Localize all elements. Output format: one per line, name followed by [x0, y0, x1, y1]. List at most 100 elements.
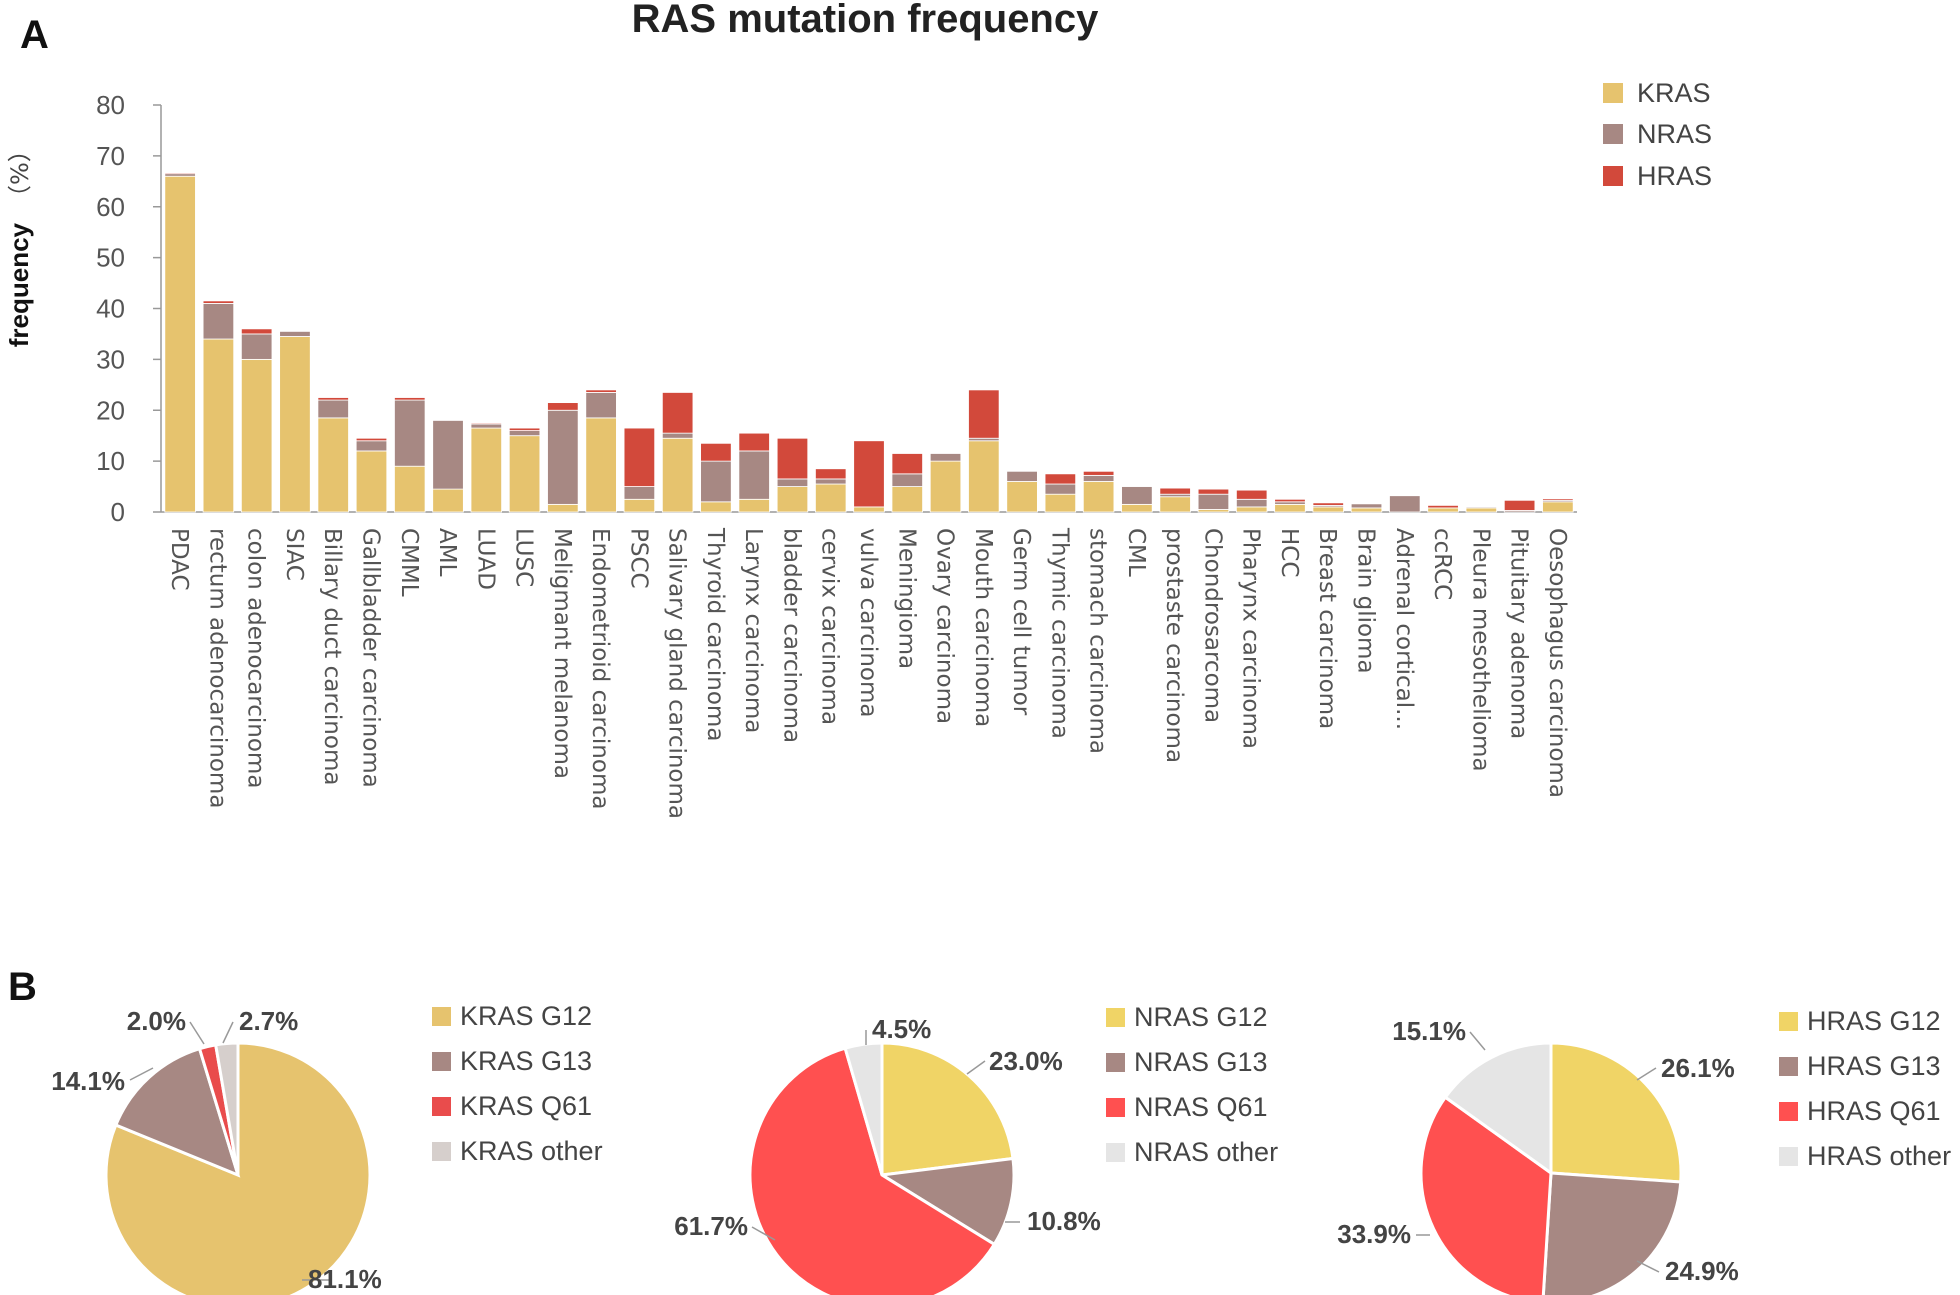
pie-legend-label: NRAS other — [1134, 1137, 1278, 1167]
bar-segment-hras — [508, 427, 541, 431]
legend-swatch-kras — [1603, 83, 1623, 103]
bar-segment-kras — [815, 483, 847, 513]
bar-segment-nras — [279, 330, 311, 337]
x-tick-label: LUSC — [511, 528, 537, 587]
bar-segment-kras — [355, 450, 388, 513]
x-tick-label: Thymic carcinoma — [1046, 527, 1072, 739]
bar-segment-kras — [1159, 496, 1191, 513]
pie-value-label: 2.0% — [127, 1006, 186, 1036]
x-tick-label: Brain glioma — [1353, 528, 1379, 674]
pie-leader-line — [222, 1021, 234, 1044]
bar-segment-nras — [891, 473, 923, 487]
bar-segment-hras — [1274, 498, 1306, 503]
x-tick-label: Breast carcinoma — [1314, 528, 1340, 729]
bar-segment-kras — [1274, 503, 1306, 513]
bar-segment-kras — [1235, 506, 1268, 513]
bar-segment-kras — [929, 460, 962, 513]
x-tick-label: Meligmant melanoma — [549, 528, 575, 779]
bar-segment-hras — [164, 172, 196, 175]
bar-segment-hras — [1503, 499, 1536, 511]
pie-leader-line — [966, 1060, 986, 1075]
bar-segment-kras — [240, 358, 273, 513]
bar-segment-hras — [585, 389, 617, 393]
bar-segment-nras — [317, 399, 349, 419]
bar-segment-nras — [815, 478, 847, 485]
bar-segment-hras — [776, 437, 809, 480]
bar-segment-nras — [432, 420, 464, 490]
bar-chart: RAS mutation frequency frequency （%） 0 10… — [4, 0, 1712, 819]
bar-segment-hras — [202, 300, 235, 304]
pie-legend-label: KRAS G13 — [460, 1046, 592, 1076]
bar-segment-nras — [547, 409, 579, 505]
bar-segment-kras — [585, 417, 617, 513]
bars — [164, 172, 1574, 513]
pie-legend-swatch — [1106, 1008, 1125, 1027]
bar-segment-nras — [929, 453, 962, 462]
bar-segment-nras — [1389, 495, 1421, 513]
bar-segment-hras — [623, 427, 656, 487]
x-tick-label: CML — [1123, 528, 1149, 577]
bar-segment-nras — [1044, 483, 1077, 495]
bar-segment-kras — [1542, 501, 1574, 513]
pie-leader-line — [1636, 1260, 1660, 1273]
bar-segment-kras — [1465, 507, 1498, 513]
bar-segment-hras — [1235, 489, 1268, 500]
bar-segment-hras — [1159, 487, 1191, 495]
pie-slice — [113, 1046, 241, 1178]
bar-segment-kras — [700, 501, 732, 513]
bar-segment-nras — [738, 450, 770, 500]
bar-segment-hras — [355, 437, 388, 442]
bar-segment-nras — [623, 486, 656, 500]
pie-slice — [843, 1041, 884, 1176]
bar-segment-nras — [1006, 470, 1038, 482]
bar-segment-nras — [394, 399, 426, 467]
bar-segment-hras — [1427, 504, 1459, 509]
pie-leader-line — [751, 1226, 776, 1241]
pie-legend-label: HRAS Q61 — [1807, 1096, 1941, 1126]
pie-slice — [748, 1046, 997, 1295]
legend-label-nras: NRAS — [1637, 119, 1712, 149]
pie-leader-line — [129, 1067, 154, 1081]
bar-segment-hras — [1082, 470, 1115, 476]
y-tick-label: 10 — [96, 446, 125, 476]
pie-legend-swatch — [1779, 1012, 1798, 1031]
y-tick-label: 50 — [96, 243, 125, 273]
bar-segment-hras — [1044, 473, 1077, 485]
x-tick-label: Thyroid carcinoma — [702, 527, 728, 741]
pie-value-label: 4.5% — [872, 1014, 931, 1044]
pie-slice — [213, 1041, 240, 1176]
bar-segment-nras — [355, 440, 388, 452]
bar-segment-kras — [508, 435, 541, 513]
bar-segment-hras — [968, 389, 1000, 439]
x-tick-label: Larynx carcinoma — [740, 528, 766, 733]
pie-legend-label: HRAS other — [1807, 1141, 1951, 1171]
bar-segment-kras — [661, 437, 694, 513]
pie-chart-hras: 26.1% 24.9% 33.9% 15.1% HRAS G12 HRAS G13 HRAS… — [1337, 1006, 1951, 1295]
legend-swatch-nras — [1603, 124, 1623, 144]
bar-segment-hras — [470, 422, 503, 425]
bar-segment-kras — [1121, 503, 1153, 513]
pie-slice — [1541, 1171, 1683, 1295]
pie-chart-kras: 81.1% 14.1%2.0% 2.7% KRAS G12 KRAS G13 KRAS Q… — [51, 1001, 603, 1295]
x-tick-label: Pleura mesothelioma — [1467, 528, 1493, 772]
panel-label-b: B — [8, 965, 37, 1009]
y-tick-label: 0 — [111, 497, 125, 527]
pie-legend-label: NRAS G12 — [1134, 1002, 1268, 1032]
pie-legend-label: HRAS G12 — [1807, 1006, 1941, 1036]
pie-value-label: 2.7% — [239, 1006, 298, 1036]
bar-segment-nras — [508, 430, 541, 437]
x-tick-label: cervix carcinoma — [817, 528, 843, 725]
pie-leader-line — [1469, 1031, 1486, 1051]
bar-segment-kras — [853, 506, 885, 513]
pie-value-label: 14.1% — [51, 1066, 125, 1096]
legend-label-hras: HRAS — [1637, 161, 1712, 191]
bar-segment-nras — [1465, 506, 1498, 509]
pie-legend-swatch — [1779, 1102, 1798, 1121]
pie-leader-line — [1636, 1067, 1657, 1081]
x-tick-label: Endometrioid carcinoma — [587, 528, 613, 809]
pie-value-label: 23.0% — [989, 1046, 1063, 1076]
bar-segment-kras — [1006, 481, 1038, 513]
pie-legend-swatch — [432, 1052, 451, 1071]
pie-legend-label: KRAS G12 — [460, 1001, 592, 1031]
bar-segment-hras — [1197, 488, 1230, 495]
